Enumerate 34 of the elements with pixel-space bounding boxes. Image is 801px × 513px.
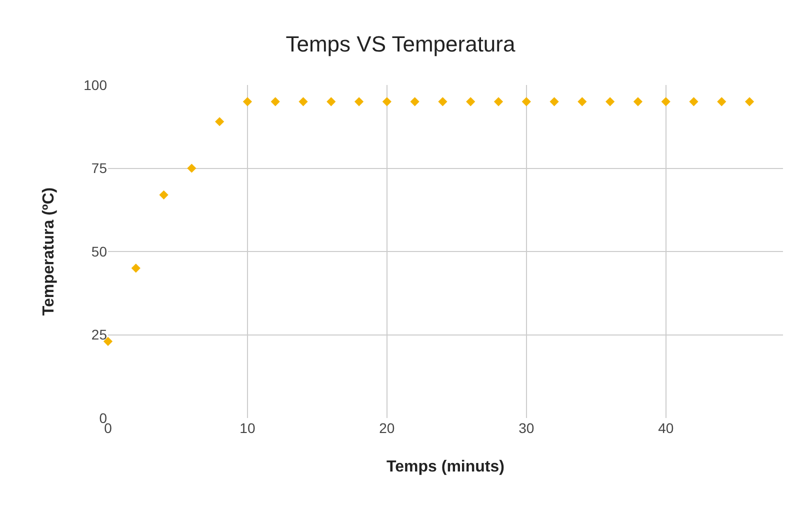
x-tick-label: 20 — [379, 420, 395, 436]
point — [550, 97, 559, 106]
point — [187, 164, 196, 173]
point — [270, 97, 280, 106]
point — [298, 97, 308, 106]
y-axis-title: Temperatura (ºC) — [40, 187, 58, 316]
x-tick-label: 40 — [658, 420, 674, 436]
point — [744, 97, 754, 106]
y-tick-label: 50 — [91, 243, 108, 260]
y-tick-label: 25 — [91, 326, 108, 343]
point — [522, 97, 531, 106]
chart-title: Temps VS Temperatura — [286, 31, 516, 56]
point — [717, 97, 726, 106]
x-tick-label: 30 — [518, 420, 534, 436]
point — [606, 97, 615, 106]
point — [633, 97, 643, 106]
point — [438, 97, 448, 106]
point — [661, 97, 670, 106]
point — [131, 264, 140, 273]
y-tick-label: 100 — [84, 76, 108, 93]
point — [578, 97, 587, 106]
point — [326, 97, 336, 106]
point — [354, 97, 364, 106]
y-tick-label: 75 — [91, 160, 108, 176]
point — [215, 117, 224, 126]
point — [382, 97, 392, 106]
x-tick-label: 10 — [240, 420, 256, 436]
point — [410, 97, 420, 106]
x-axis-title: Temps (minuts) — [386, 458, 504, 476]
point — [689, 97, 698, 106]
point — [494, 97, 504, 106]
point — [159, 190, 168, 200]
point — [466, 97, 476, 106]
point — [242, 97, 252, 106]
